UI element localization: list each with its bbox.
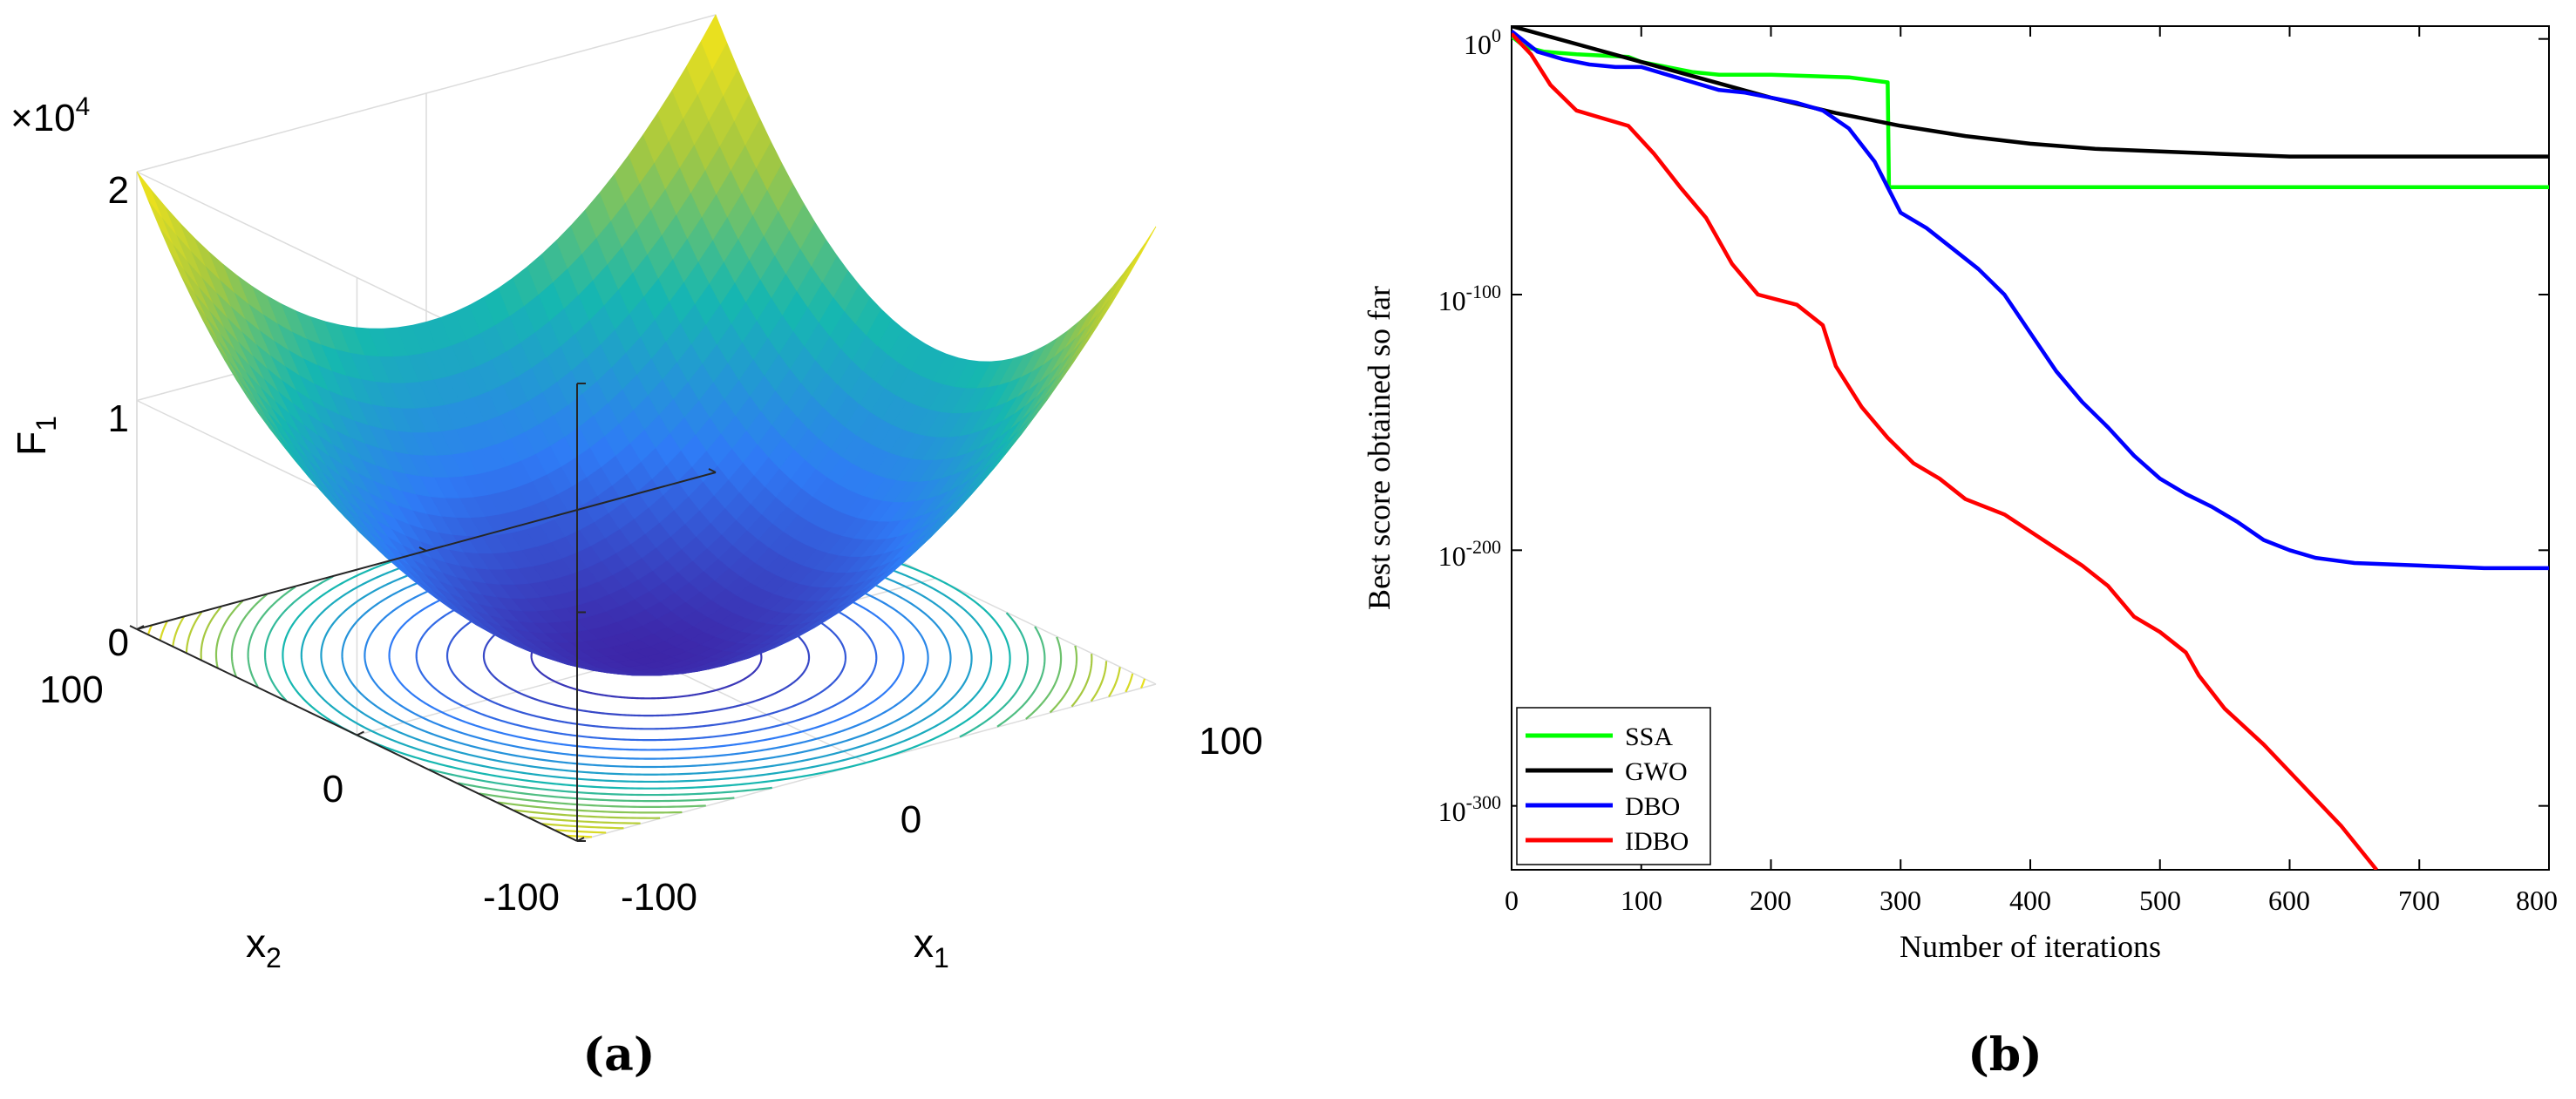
surface-plot: 0 1 2 ×104 F1 100 0 -100 x2 -100 0 100 x… [0,0,1308,1095]
contour-line [555,830,606,832]
z-exponent: 4 [76,92,91,121]
contour-line [997,627,1044,727]
y-tick-label: 100 [1464,24,1501,60]
x-tick-label: 500 [2139,885,2181,916]
contour-line [248,587,296,687]
z-tick-label: 2 [108,169,129,212]
x2-tick-label: -100 [483,876,560,919]
x1-tick-label: 0 [901,798,921,841]
x-tick-label: 600 [2268,885,2310,916]
x2-tick-label: 0 [323,768,343,811]
legend: SSA GWO DBO IDBO [1517,708,1710,865]
legend-label-ssa: SSA [1625,722,1673,751]
panel-a: 0 1 2 ×104 F1 100 0 -100 x2 -100 0 100 x… [0,0,1308,1095]
x2-tick-label: 100 [39,668,103,711]
contour-line [1091,661,1106,701]
contour-line [216,600,242,668]
x-tick-label: 800 [2516,885,2558,916]
x1-axis-label-sub: 1 [934,942,949,973]
y-tick-exp: -200 [1466,536,1501,558]
contour-line [1109,667,1120,696]
x-tick-label: 200 [1750,885,1791,916]
contour-line [173,617,184,647]
legend-label-dbo: DBO [1625,792,1680,821]
z-tick-label: 0 [108,621,129,664]
caption-a: (a) [583,1028,656,1082]
z-exponent-prefix: ×104 [10,92,90,139]
contour-line [1050,646,1077,713]
y-tick-exp: 0 [1492,24,1501,46]
y-tick-label: 10-300 [1438,791,1501,827]
z-axis-label: F1 [9,416,62,456]
y-tick-exp: -100 [1466,281,1501,302]
caption-b: (b) [1968,1028,2042,1082]
y-tick-label: 10-100 [1438,281,1501,316]
y-tick-label: 10-200 [1438,536,1501,572]
x-tick-label: 700 [2398,885,2440,916]
contour-line [542,824,624,828]
contour-line [1125,674,1132,692]
x2-axis-label-sub: 2 [266,942,282,973]
surface-patch [137,172,162,218]
surface-patch [1109,260,1134,301]
surface-patch [1098,275,1123,315]
legend-label-gwo: GWO [1625,757,1688,786]
surface-mesh [137,15,1156,675]
y-axis-label: Best score obtained so far [1362,286,1397,610]
x-tick-label: 400 [2009,885,2051,916]
x1-tick-label: -100 [621,876,697,919]
contour-line [160,621,167,640]
x1-axis-label: x1 [914,920,949,973]
x-tick-label: 0 [1505,885,1519,916]
z-axis-label-sub: 1 [31,416,62,431]
z-tick-label: 1 [108,397,129,440]
contour-line [1071,654,1091,706]
x-tick-label: 100 [1621,885,1662,916]
tick-mark [130,626,137,629]
legend-label-idbo: IDBO [1625,827,1689,856]
x-axis-label: Number of iterations [1900,929,2161,964]
convergence-plot: 100 10-100 10-200 10-300 0 100 200 300 4… [1308,0,2576,1095]
y-tick-exp: -300 [1466,791,1501,813]
contour-line [187,612,201,652]
x2-axis-label: x2 [246,920,282,973]
panel-b: 100 10-100 10-200 10-300 0 100 200 300 4… [1308,0,2576,1095]
contour-line [201,607,221,659]
x-tick-label: 300 [1879,885,1921,916]
x1-tick-label: 100 [1199,720,1262,763]
contour-line [458,783,734,801]
